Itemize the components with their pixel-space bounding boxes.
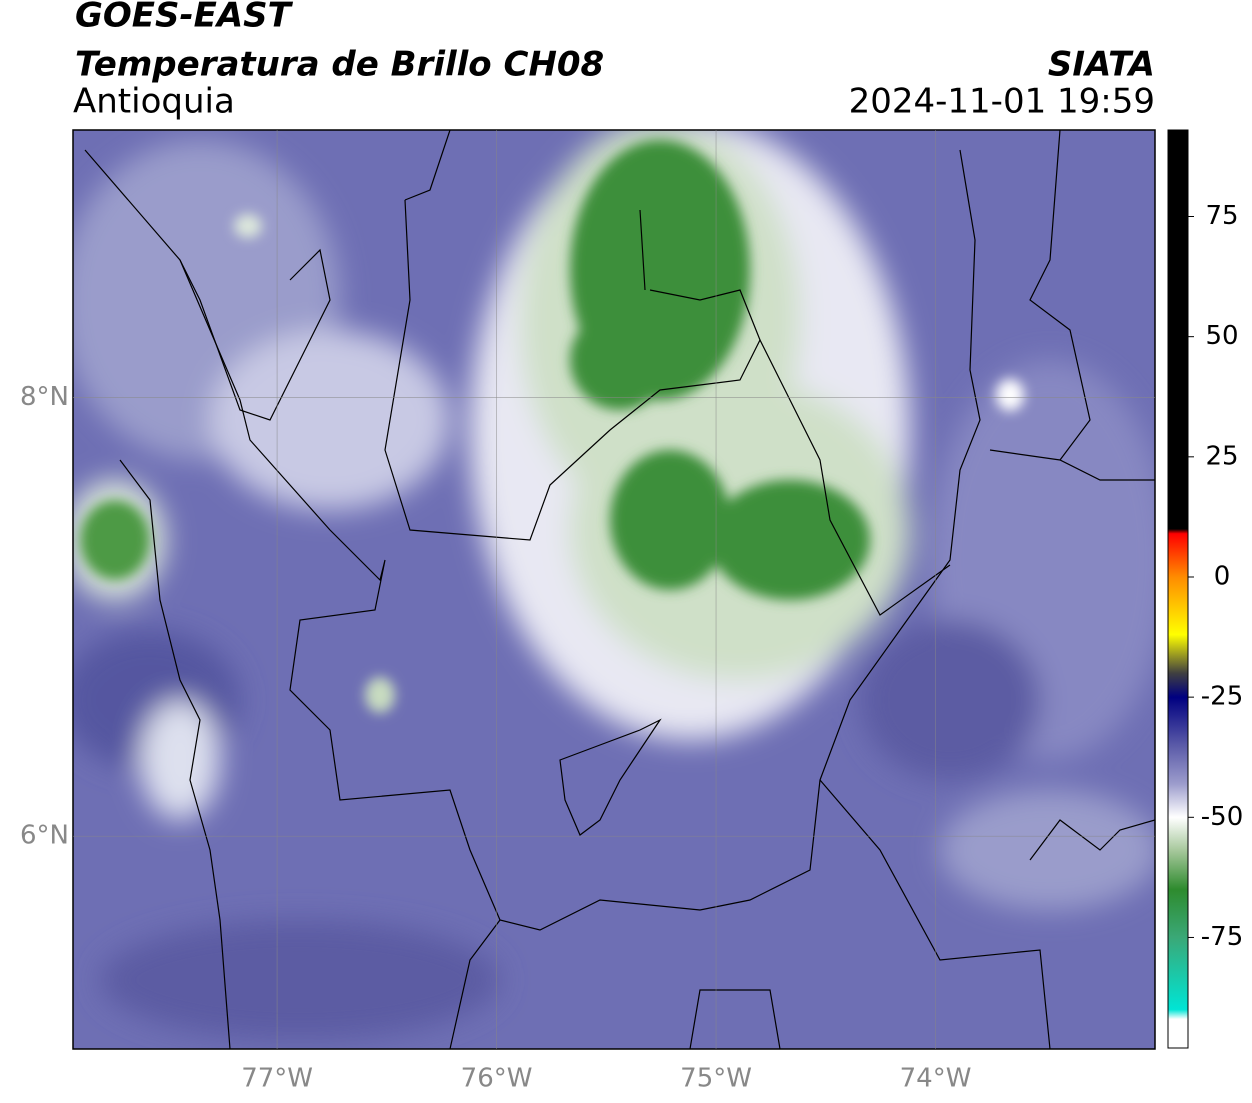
colorbar xyxy=(1168,130,1188,1048)
colorbar-tick-label: -50 xyxy=(1201,802,1243,832)
product-title: Temperatura de Brillo CH08 xyxy=(75,45,604,85)
colorbar-tick-label: 50 xyxy=(1205,321,1238,351)
source-label: SIATA xyxy=(1048,45,1155,85)
satellite-title: GOES-EAST xyxy=(75,0,294,36)
lon-tick-label: 74°W xyxy=(900,1064,972,1094)
lon-tick-label: 75°W xyxy=(680,1064,752,1094)
lon-tick-label: 77°W xyxy=(241,1064,313,1094)
lon-tick-label: 76°W xyxy=(461,1064,533,1094)
colorbar-tick-label: -25 xyxy=(1201,682,1243,712)
colorbar-tick-label: 75 xyxy=(1205,201,1238,231)
colorbar-tick-label: 0 xyxy=(1214,561,1231,591)
map-frame xyxy=(72,129,1156,1050)
lat-tick-label: 8°N xyxy=(20,382,69,412)
region-label: Antioquia xyxy=(73,82,235,122)
satellite-image xyxy=(73,130,1155,1049)
colorbar-tick-label: 25 xyxy=(1205,441,1238,471)
colorbar-frame xyxy=(1167,129,1189,1049)
lat-tick-label: 6°N xyxy=(20,821,69,851)
datetime-label: 2024-11-01 19:59 xyxy=(849,82,1155,122)
colorbar-tick-label: -75 xyxy=(1201,922,1243,952)
